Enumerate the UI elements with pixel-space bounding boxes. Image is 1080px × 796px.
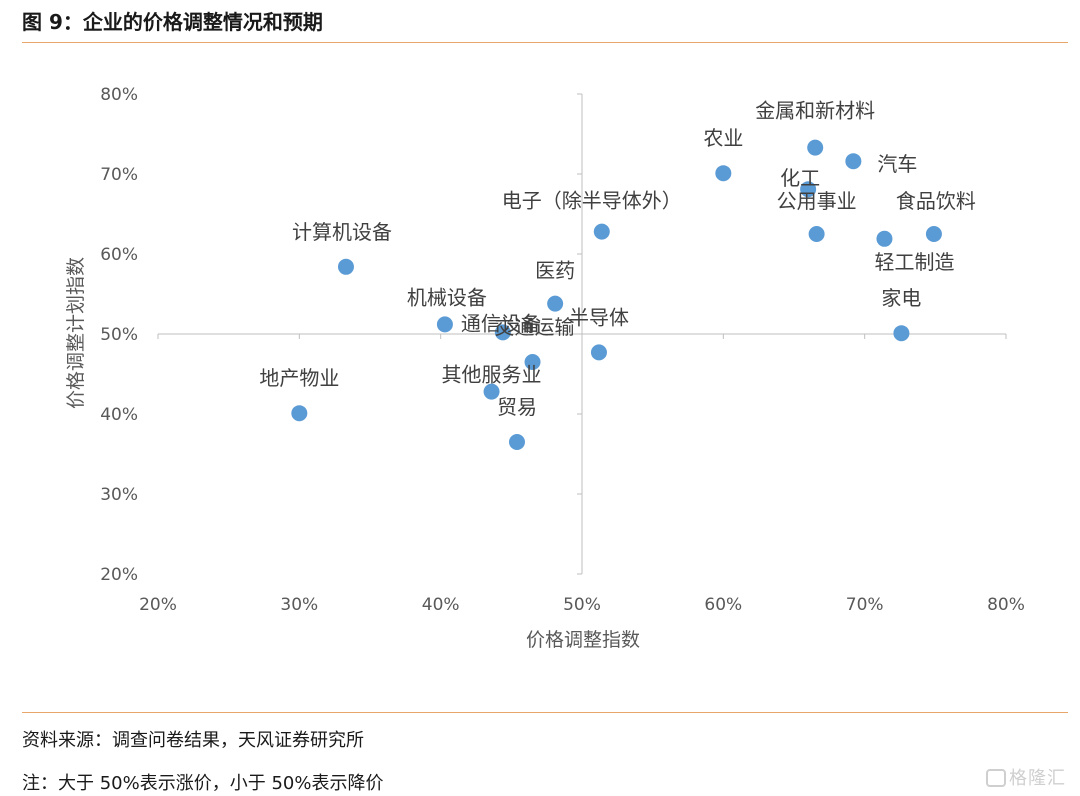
data-point bbox=[524, 354, 541, 370]
data-label: 轻工制造 bbox=[874, 250, 954, 274]
data-point bbox=[337, 258, 354, 275]
y-tick-label: 80% bbox=[100, 85, 138, 105]
x-axis-label: 价格调整指数 bbox=[526, 629, 640, 651]
x-tick-label: 60% bbox=[704, 595, 742, 615]
watermark-text: 格隆汇 bbox=[1009, 768, 1066, 789]
y-tick-label: 50% bbox=[100, 325, 138, 345]
data-label: 医药 bbox=[535, 259, 575, 283]
data-point bbox=[876, 230, 893, 247]
data-label: 农业 bbox=[703, 126, 743, 150]
data-label: 地产物业 bbox=[259, 366, 339, 390]
data-point bbox=[494, 324, 511, 341]
footer-divider bbox=[22, 712, 1068, 713]
data-point bbox=[807, 139, 824, 156]
data-label: 化工 bbox=[780, 166, 820, 190]
data-label: 公用事业 bbox=[777, 189, 857, 213]
data-label: 家电 bbox=[881, 286, 921, 310]
data-label: 通信设备 bbox=[461, 311, 541, 335]
data-label: 汽车 bbox=[877, 152, 917, 176]
y-tick-label: 60% bbox=[100, 245, 138, 265]
y-tick-label: 70% bbox=[100, 165, 138, 185]
axes-layer bbox=[157, 93, 1007, 575]
data-point bbox=[436, 316, 453, 333]
y-axis-label: 价格调整计划指数 bbox=[65, 257, 87, 409]
data-label: 交通运输 bbox=[495, 315, 575, 339]
data-label: 其他服务业 bbox=[442, 363, 542, 387]
x-tick-label: 20% bbox=[139, 595, 177, 615]
title-divider bbox=[22, 42, 1068, 43]
data-point bbox=[715, 165, 732, 182]
x-tick-label: 50% bbox=[563, 595, 601, 615]
data-point bbox=[808, 226, 825, 242]
x-tick-label: 70% bbox=[846, 595, 884, 615]
watermark-logo-icon bbox=[986, 769, 1006, 787]
data-point bbox=[483, 383, 500, 400]
data-point bbox=[925, 226, 942, 242]
data-label: 电子（除半导体外） bbox=[502, 189, 682, 213]
y-tick-label: 30% bbox=[100, 485, 138, 505]
data-point bbox=[800, 181, 817, 198]
y-tick-label: 40% bbox=[100, 405, 138, 425]
data-point bbox=[893, 325, 910, 342]
source-note: 资料来源：调查问卷结果，天风证券研究所 bbox=[22, 730, 364, 751]
data-label: 食品饮料 bbox=[896, 189, 976, 213]
scatter-chart: 20% 30% 40% 50% 60% 70% 80% 20% 30% 40% 50% 60% 70% 8… bbox=[65, 85, 1025, 651]
data-point bbox=[547, 295, 564, 312]
data-label: 机械设备 bbox=[407, 285, 487, 309]
footnote: 注：大于 50%表示涨价，小于 50%表示降价 bbox=[22, 773, 384, 794]
data-point bbox=[845, 153, 862, 170]
tick-labels-layer: 20% 30% 40% 50% 60% 70% 80% 20% 30% 40% 50% 60% 70% 8… bbox=[100, 85, 1025, 615]
data-label: 半导体 bbox=[569, 305, 629, 329]
x-tick-label: 80% bbox=[987, 595, 1025, 615]
watermark: 格隆汇 bbox=[986, 764, 1066, 790]
data-label: 贸易 bbox=[497, 395, 537, 419]
data-point bbox=[590, 344, 607, 361]
figure-title: 图 9：企业的价格调整情况和预期 bbox=[22, 10, 323, 34]
data-points-layer bbox=[291, 139, 942, 450]
data-point bbox=[508, 434, 525, 450]
y-tick-label: 20% bbox=[100, 565, 138, 585]
data-label: 计算机设备 bbox=[292, 220, 392, 244]
x-tick-label: 30% bbox=[280, 595, 318, 615]
data-point bbox=[291, 405, 308, 422]
x-tick-label: 40% bbox=[422, 595, 460, 615]
data-point bbox=[593, 223, 610, 240]
data-label: 金属和新材料 bbox=[755, 99, 875, 123]
